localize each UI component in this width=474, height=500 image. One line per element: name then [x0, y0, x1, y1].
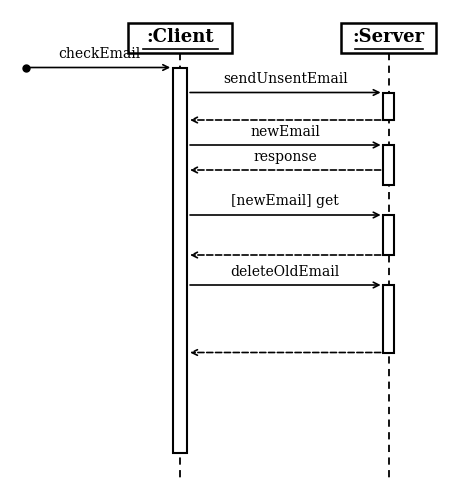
Text: :Server: :Server	[353, 28, 425, 46]
Text: newEmail: newEmail	[250, 124, 320, 138]
Bar	[383, 215, 394, 255]
Bar	[383, 92, 394, 120]
Bar	[341, 22, 436, 52]
Bar	[173, 68, 187, 452]
Text: checkEmail: checkEmail	[58, 47, 141, 61]
Bar	[383, 145, 394, 185]
Text: response: response	[254, 150, 317, 164]
Text: :Client: :Client	[146, 28, 214, 46]
Text: [newEmail] get: [newEmail] get	[231, 194, 339, 208]
Bar	[128, 22, 232, 52]
Text: deleteOldEmail: deleteOldEmail	[231, 264, 340, 278]
Text: sendUnsentEmail: sendUnsentEmail	[223, 72, 348, 86]
Bar	[383, 285, 394, 352]
